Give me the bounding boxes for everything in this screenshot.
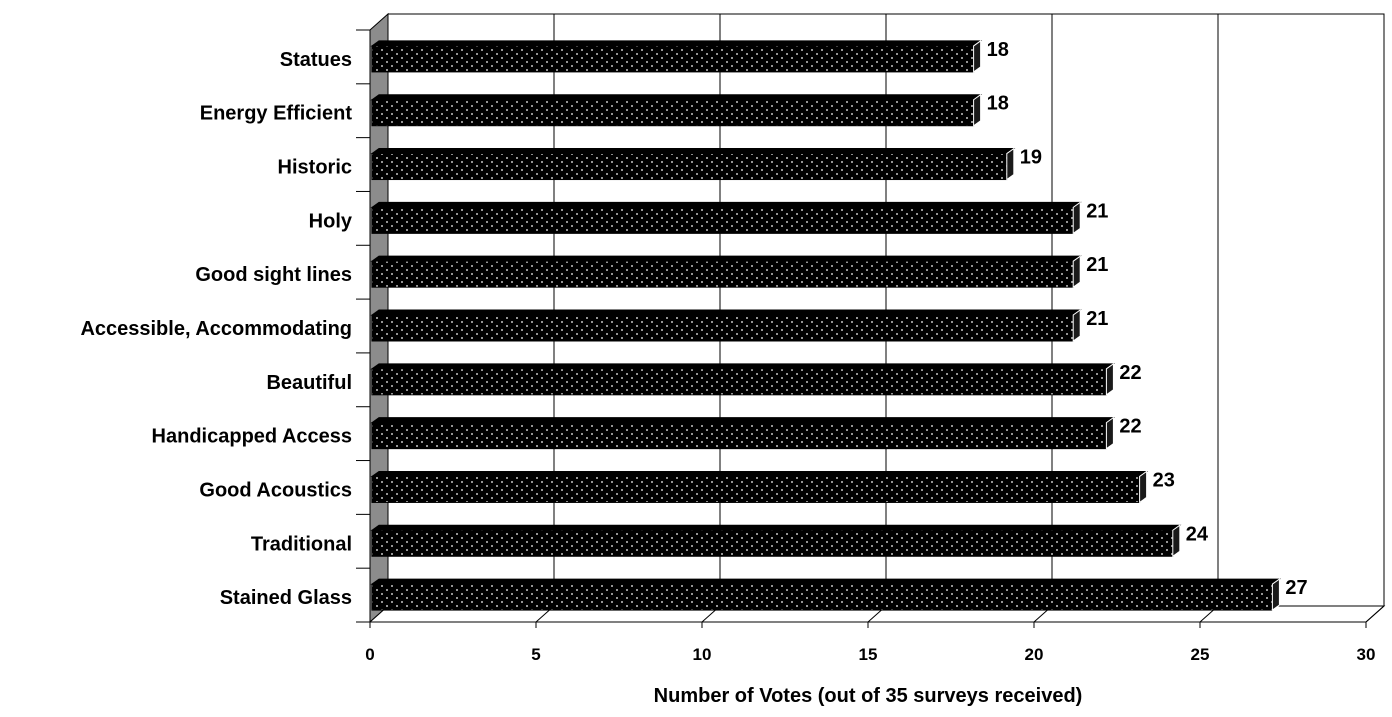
bar-end-face bbox=[1139, 470, 1148, 504]
bar-end-face bbox=[973, 39, 982, 73]
bar[interactable] bbox=[370, 524, 1182, 558]
category-label: Good Acoustics bbox=[199, 479, 352, 501]
data-label: 23 bbox=[1153, 469, 1175, 491]
category-label: Stained Glass bbox=[220, 587, 352, 609]
bar-front-face bbox=[371, 368, 1107, 396]
bar-end-face bbox=[1105, 362, 1114, 396]
data-label: 22 bbox=[1119, 362, 1141, 384]
bar-front-face bbox=[371, 475, 1141, 503]
category-label: Historic bbox=[278, 157, 352, 179]
data-label: 18 bbox=[987, 93, 1009, 115]
bar-front-face bbox=[371, 583, 1273, 611]
x-tick-label: 15 bbox=[859, 645, 878, 664]
x-tick-label: 20 bbox=[1025, 645, 1044, 664]
bar-end-face bbox=[1105, 416, 1114, 450]
bar-end-face bbox=[1172, 524, 1181, 558]
bar-front-face bbox=[371, 45, 975, 73]
bar[interactable] bbox=[370, 362, 1115, 396]
bar[interactable] bbox=[370, 578, 1281, 612]
bar-front-face bbox=[371, 206, 1074, 234]
data-label: 22 bbox=[1119, 416, 1141, 438]
data-label: 19 bbox=[1020, 147, 1042, 169]
bar-top-face bbox=[370, 363, 1115, 370]
bar-top-face bbox=[370, 201, 1082, 208]
x-tick-label: 25 bbox=[1191, 645, 1210, 664]
bar-front-face bbox=[371, 99, 975, 127]
bar-top-face bbox=[370, 470, 1149, 477]
bar-front-face bbox=[371, 314, 1074, 342]
bar[interactable] bbox=[370, 201, 1082, 235]
bar-front-face bbox=[371, 260, 1074, 288]
bar[interactable] bbox=[370, 309, 1082, 342]
category-label: Holy bbox=[309, 210, 353, 232]
category-label: Accessible, Accommodating bbox=[80, 318, 352, 340]
bar[interactable] bbox=[370, 470, 1149, 504]
x-tick-label: 10 bbox=[693, 645, 712, 664]
data-label: 21 bbox=[1086, 308, 1108, 330]
bar-top-face bbox=[370, 309, 1082, 316]
bar-end-face bbox=[973, 93, 982, 127]
category-label: Beautiful bbox=[266, 372, 352, 394]
bar[interactable] bbox=[370, 39, 983, 73]
category-label: Statues bbox=[280, 49, 352, 71]
bar-top-face bbox=[370, 94, 983, 101]
x-axis-title: Number of Votes (out of 35 surveys recei… bbox=[654, 685, 1083, 707]
bar-front-face bbox=[371, 529, 1174, 557]
bar-end-face bbox=[1271, 578, 1280, 612]
bar-end-face bbox=[1072, 255, 1081, 289]
bar-front-face bbox=[371, 422, 1107, 450]
data-label: 21 bbox=[1086, 254, 1108, 276]
floor-grid-diagonal bbox=[1365, 605, 1385, 623]
category-label: Handicapped Access bbox=[152, 426, 352, 448]
x-tick-label: 30 bbox=[1357, 645, 1376, 664]
bar-top-face bbox=[370, 40, 983, 47]
bar[interactable] bbox=[370, 416, 1115, 450]
category-label: Traditional bbox=[251, 533, 352, 555]
data-label: 27 bbox=[1285, 577, 1307, 599]
bar-top-face bbox=[370, 524, 1182, 531]
bar-top-face bbox=[370, 148, 1016, 155]
x-tick-label: 5 bbox=[531, 645, 540, 664]
data-label: 21 bbox=[1086, 200, 1108, 222]
bar-end-face bbox=[1006, 147, 1015, 181]
category-label: Good sight lines bbox=[195, 264, 352, 286]
bar[interactable] bbox=[370, 147, 1016, 181]
data-label: 18 bbox=[987, 39, 1009, 61]
bar-end-face bbox=[1072, 201, 1081, 235]
bar[interactable] bbox=[370, 255, 1082, 289]
bar-top-face bbox=[370, 417, 1115, 424]
category-label: Energy Efficient bbox=[200, 103, 353, 125]
x-tick-label: 0 bbox=[365, 645, 374, 664]
bar[interactable] bbox=[370, 93, 983, 127]
bar-end-face bbox=[1072, 309, 1081, 342]
bar-top-face bbox=[370, 578, 1281, 585]
data-label: 24 bbox=[1186, 523, 1209, 545]
bar-front-face bbox=[371, 153, 1008, 181]
bar-top-face bbox=[370, 255, 1082, 262]
